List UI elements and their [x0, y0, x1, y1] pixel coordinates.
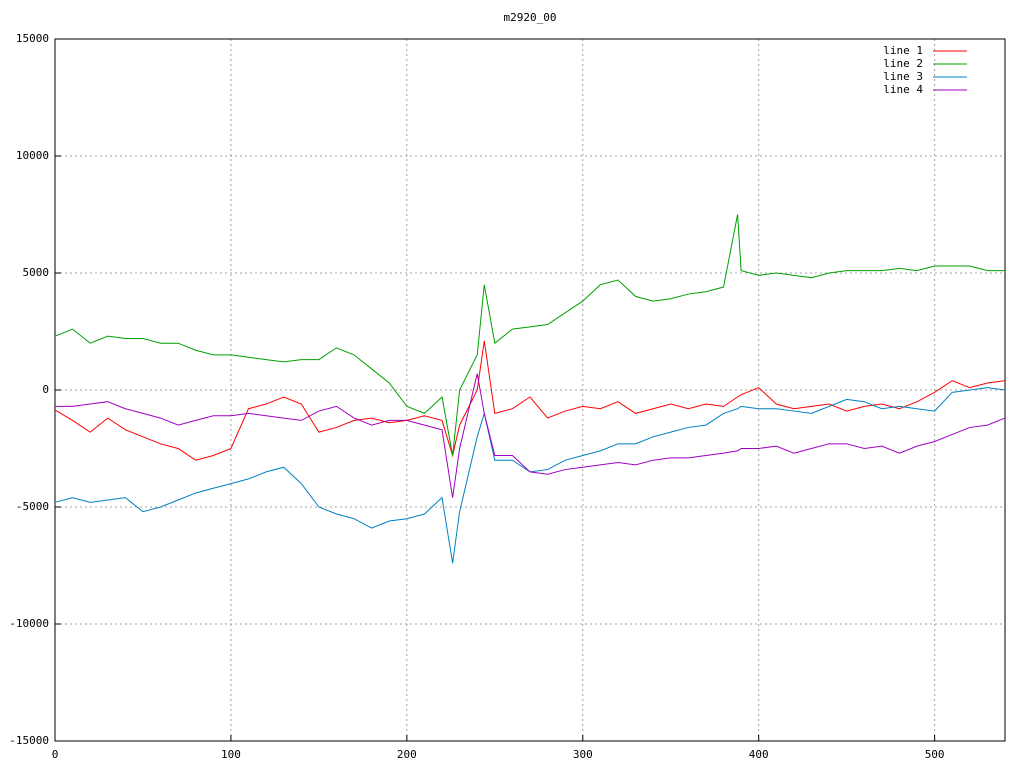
y-tick-label: 0 [42, 383, 49, 396]
data-line [55, 373, 1006, 498]
legend-label: line 2 [883, 57, 923, 70]
x-tick-label: 400 [749, 748, 769, 761]
legend-label: line 1 [883, 44, 923, 57]
y-tick-label: 15000 [16, 32, 49, 45]
data-line [54, 387, 1006, 564]
y-tick-label: 5000 [23, 266, 50, 279]
x-tick-label: 0 [52, 748, 59, 761]
x-tick-label: 500 [925, 748, 945, 761]
x-tick-label: 300 [573, 748, 593, 761]
legend-label: line 4 [883, 83, 923, 96]
x-tick-label: 100 [221, 748, 241, 761]
y-tick-label: -15000 [9, 734, 49, 747]
y-tick-label: 10000 [16, 149, 49, 162]
chart-title: m2920_00 [504, 11, 557, 24]
x-tick-label: 200 [397, 748, 417, 761]
y-tick-label: -10000 [9, 617, 49, 630]
data-line [54, 214, 1005, 456]
data-line [54, 340, 1006, 461]
legend-label: line 3 [883, 70, 923, 83]
y-tick-label: -5000 [16, 500, 49, 513]
